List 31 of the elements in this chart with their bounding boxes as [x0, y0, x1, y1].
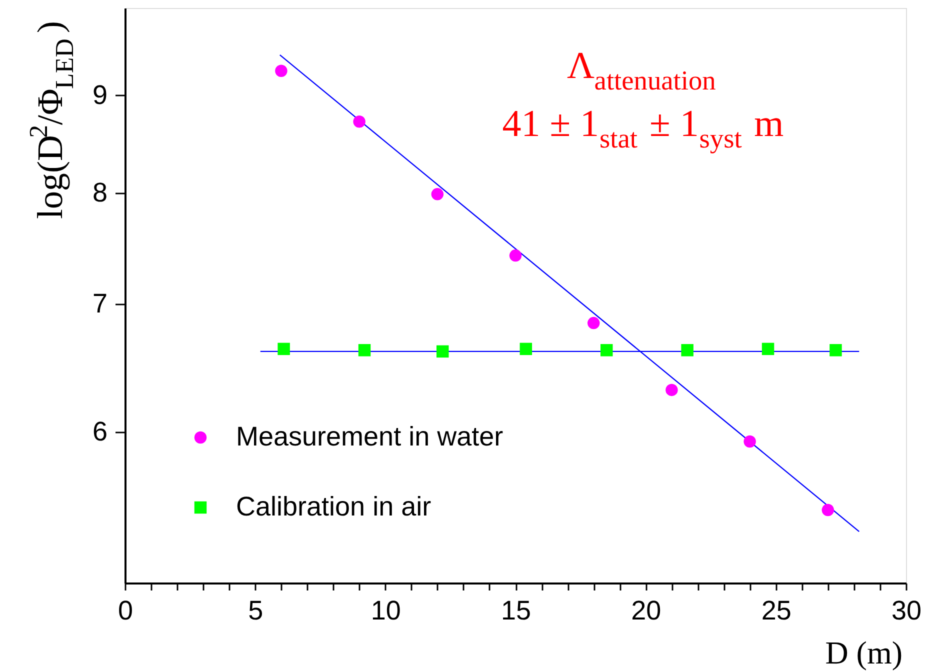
- point: [278, 342, 290, 356]
- point: [587, 316, 600, 330]
- point: [822, 504, 834, 516]
- point: [762, 342, 774, 356]
- point: [666, 384, 678, 396]
- y-axis-title: log(D2/ΦLED): [24, 20, 79, 220]
- x-tick-label: 25: [761, 596, 792, 626]
- point: [353, 116, 366, 128]
- y-tick-label: 6: [92, 416, 108, 446]
- point: [358, 344, 371, 356]
- x-axis-title: D (m): [825, 634, 902, 670]
- x-tick-label: 10: [370, 596, 401, 626]
- point: [275, 64, 288, 77]
- point: [744, 435, 756, 448]
- x-tick-label: 20: [631, 596, 662, 626]
- x-tick-label: 0: [118, 596, 134, 626]
- point: [681, 344, 694, 356]
- point: [431, 188, 444, 200]
- point: [436, 345, 449, 358]
- y-tick-label: 9: [92, 80, 108, 110]
- x-tick-label: 5: [248, 596, 264, 626]
- legend-label: Measurement in water: [236, 422, 504, 452]
- point: [509, 249, 522, 262]
- legend-label: Calibration in air: [236, 492, 432, 522]
- x-tick-label: 15: [500, 596, 532, 626]
- point: [520, 342, 532, 356]
- x-tick-label: 30: [891, 596, 922, 626]
- point: [600, 344, 613, 356]
- y-tick-label: 8: [92, 178, 108, 208]
- point: [830, 344, 842, 356]
- y-tick-label: 7: [92, 288, 108, 318]
